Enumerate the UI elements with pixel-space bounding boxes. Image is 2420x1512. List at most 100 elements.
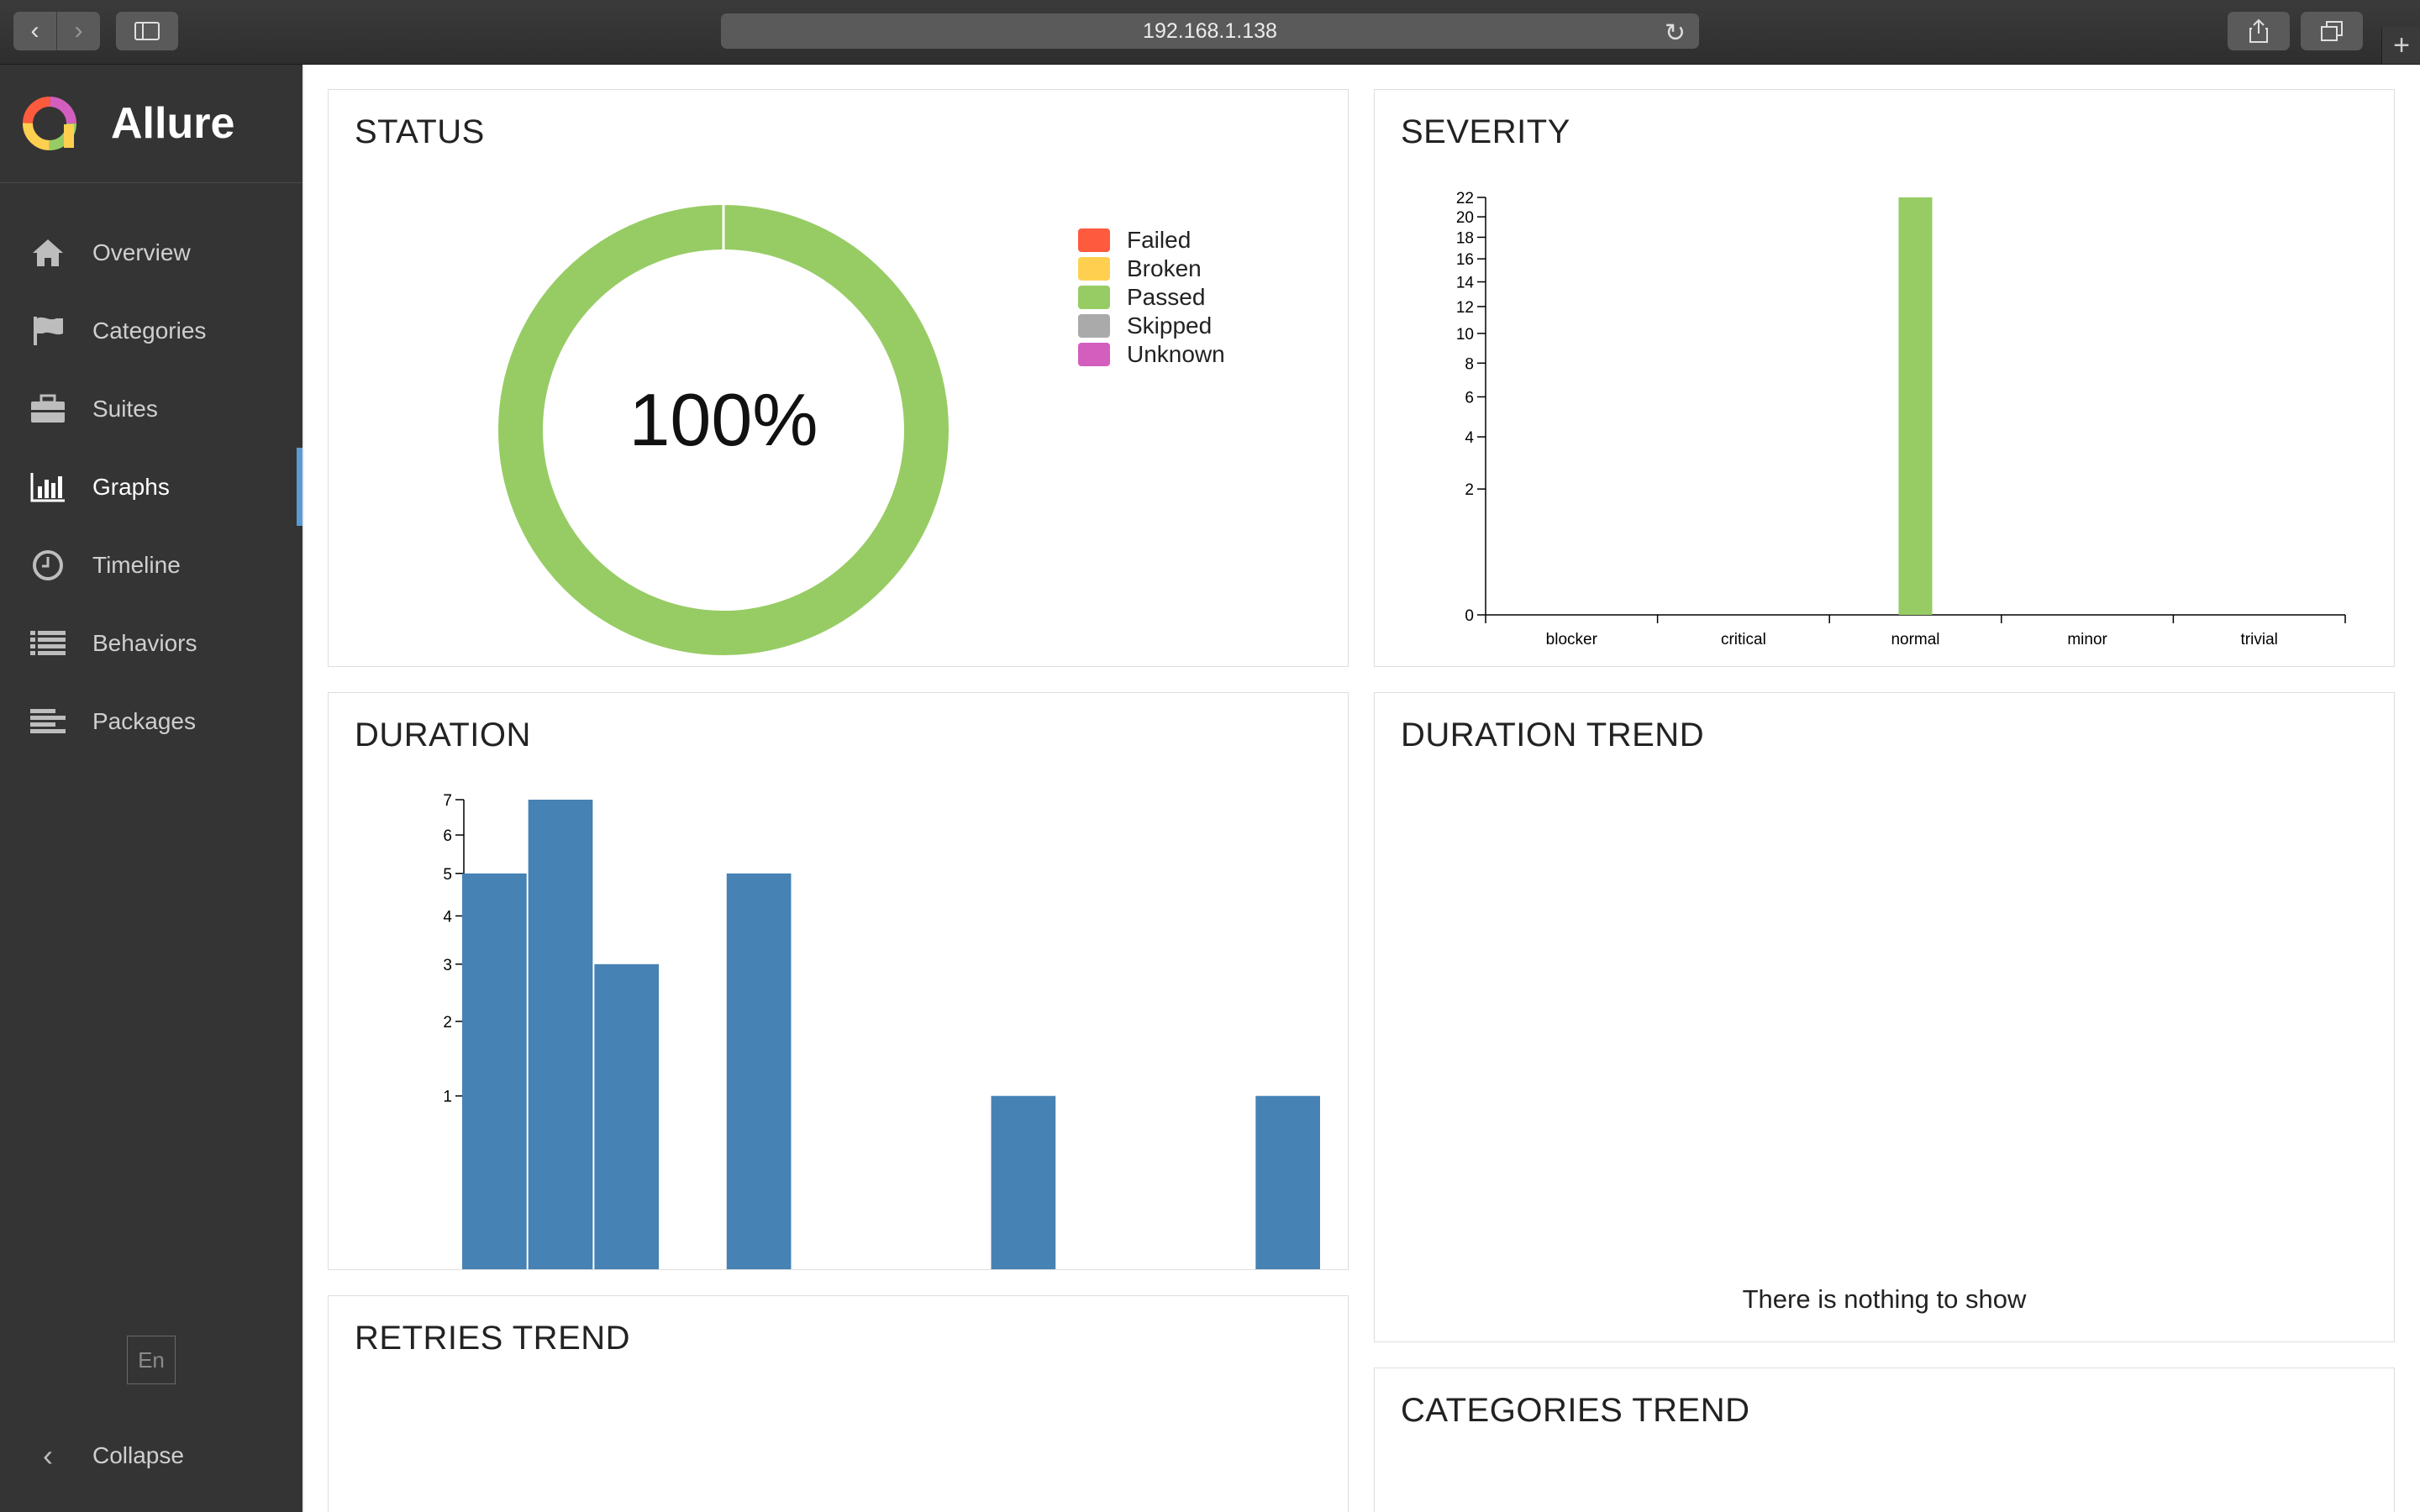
legend-label: Failed <box>1127 227 1192 253</box>
y-tick-label: 14 <box>1456 275 1475 292</box>
duration-bar[interactable] <box>991 1095 1056 1269</box>
flag-icon <box>29 314 67 348</box>
clock-icon <box>29 549 67 582</box>
y-tick-label: 2 <box>1465 481 1474 499</box>
share-group <box>2228 12 2290 50</box>
collapse-button[interactable]: ‹ Collapse <box>29 1438 184 1473</box>
tabs-overview-button[interactable] <box>2301 12 2363 50</box>
chevron-left-icon: ‹ <box>43 1438 53 1473</box>
sidebar-item-timeline[interactable]: Timeline <box>0 526 302 604</box>
retries-trend-card-title: RETRIES TREND <box>355 1320 631 1357</box>
forward-button[interactable]: › <box>57 12 100 50</box>
y-tick-label: 5 <box>443 866 452 884</box>
x-tick-label: blocker <box>1546 631 1598 648</box>
y-tick-label: 4 <box>443 908 452 926</box>
sidebar-icon <box>134 22 160 40</box>
new-tab-button[interactable]: + <box>2381 27 2420 64</box>
legend-label: Passed <box>1127 284 1206 310</box>
empty-message: There is nothing to show <box>1742 1284 2027 1314</box>
sidebar-item-overview[interactable]: Overview <box>0 213 302 291</box>
status-donut: 100% <box>498 205 949 655</box>
allure-logo-icon <box>23 97 76 150</box>
collapse-label: Collapse <box>92 1442 184 1468</box>
align-left-icon <box>29 705 67 738</box>
legend-item-failed[interactable]: Failed <box>1078 226 1225 255</box>
severity-card: SEVERITY 0 2 4 6 8 10 12 14 16 18 20 22 blocker criti… <box>1374 89 2395 667</box>
legend-item-unknown[interactable]: Unknown <box>1078 340 1225 369</box>
y-tick-label: 8 <box>1465 355 1474 373</box>
legend-label: Broken <box>1127 255 1202 281</box>
y-tick-label: 22 <box>1456 190 1474 207</box>
sidebar-item-label: Overview <box>92 239 191 265</box>
y-tick-label: 0 <box>1465 607 1474 625</box>
sidebar-item-packages[interactable]: Packages <box>0 682 302 760</box>
x-tick-label: normal <box>1891 631 1939 648</box>
tabs-icon <box>2321 21 2343 41</box>
sidebar-item-suites[interactable]: Suites <box>0 370 302 448</box>
nav-buttons: ‹ › <box>13 12 100 50</box>
bar-chart-icon <box>29 470 67 504</box>
duration-bar[interactable] <box>1255 1095 1320 1269</box>
sidebar-item-label: Suites <box>92 395 158 422</box>
back-button[interactable]: ‹ <box>13 12 57 50</box>
reload-icon[interactable]: ↻ <box>1664 19 1686 47</box>
y-tick-label: 2 <box>443 1014 452 1032</box>
severity-bar-normal[interactable] <box>1898 197 1933 615</box>
legend-swatch <box>1078 314 1110 338</box>
sidebar-item-behaviors[interactable]: Behaviors <box>0 604 302 682</box>
sidebar-item-label: Graphs <box>92 473 170 500</box>
x-tick-label: trivial <box>2241 631 2278 648</box>
address-bar[interactable]: 192.168.1.138 ↻ <box>721 13 1699 49</box>
plus-icon: + <box>2393 29 2410 61</box>
sidebar-toggle-button[interactable] <box>116 12 178 50</box>
briefcase-icon <box>29 392 67 426</box>
sidebar-item-label: Packages <box>92 707 196 734</box>
duration-chart: 012345670s500ms1s1s2s2s3s3s4s4s5s5s6s6s <box>443 792 1320 1269</box>
status-legend: Failed Broken Passed Skipped Unknown <box>1078 226 1225 369</box>
y-tick-label: 20 <box>1456 209 1474 227</box>
legend-item-passed[interactable]: Passed <box>1078 283 1225 312</box>
x-tick-label: critical <box>1721 631 1766 648</box>
y-tick-label: 0 <box>443 1268 452 1269</box>
legend-item-broken[interactable]: Broken <box>1078 255 1225 283</box>
y-tick-label: 4 <box>1465 429 1474 447</box>
duration-card: DURATION 012345670s500ms1s1s2s2s3s3s4s4s… <box>328 692 1349 1270</box>
y-tick-label: 6 <box>1465 389 1474 407</box>
legend-item-skipped[interactable]: Skipped <box>1078 312 1225 340</box>
duration-bar[interactable] <box>726 873 792 1269</box>
y-tick-label: 12 <box>1456 299 1474 317</box>
categories-trend-card: CATEGORIES TREND <box>1374 1368 2395 1512</box>
legend-swatch <box>1078 286 1110 309</box>
language-button[interactable]: En <box>127 1336 176 1384</box>
status-card-title: STATUS <box>355 113 485 150</box>
status-card: STATUS 100% Failed Broken Passed Skipped… <box>328 89 1349 667</box>
categories-trend-card-title: CATEGORIES TREND <box>1401 1392 1750 1429</box>
duration-trend-card-title: DURATION TREND <box>1401 717 1705 753</box>
sidebar-item-graphs[interactable]: Graphs <box>0 448 302 526</box>
list-icon <box>29 627 67 660</box>
address-text: 192.168.1.138 <box>1143 18 1277 43</box>
legend-swatch <box>1078 228 1110 252</box>
duration-bar[interactable] <box>528 800 593 1269</box>
severity-card-title: SEVERITY <box>1401 113 1570 150</box>
home-icon <box>29 236 67 270</box>
legend-label: Skipped <box>1127 312 1213 339</box>
tabs-group <box>2301 12 2363 50</box>
duration-trend-card: DURATION TREND There is nothing to show <box>1374 692 2395 1342</box>
y-tick-label: 10 <box>1456 326 1474 344</box>
y-tick-label: 1 <box>443 1089 452 1106</box>
duration-bar[interactable] <box>462 873 527 1269</box>
y-tick-label: 6 <box>443 827 452 845</box>
sidebar: Allure Overview Categories Suites Graphs… <box>0 65 302 1512</box>
x-tick-label: minor <box>2067 631 2107 648</box>
main-content: STATUS 100% Failed Broken Passed Skipped… <box>304 65 2420 1512</box>
duration-card-title: DURATION <box>355 717 531 753</box>
brand[interactable]: Allure <box>0 65 302 183</box>
y-tick-label: 16 <box>1456 251 1474 269</box>
legend-label: Unknown <box>1127 341 1225 367</box>
sidebar-item-categories[interactable]: Categories <box>0 291 302 370</box>
duration-bar[interactable] <box>594 963 660 1269</box>
share-button[interactable] <box>2228 12 2290 50</box>
brand-name: Allure <box>111 99 235 148</box>
browser-toolbar: ‹ › 192.168.1.138 ↻ + <box>0 0 2420 65</box>
